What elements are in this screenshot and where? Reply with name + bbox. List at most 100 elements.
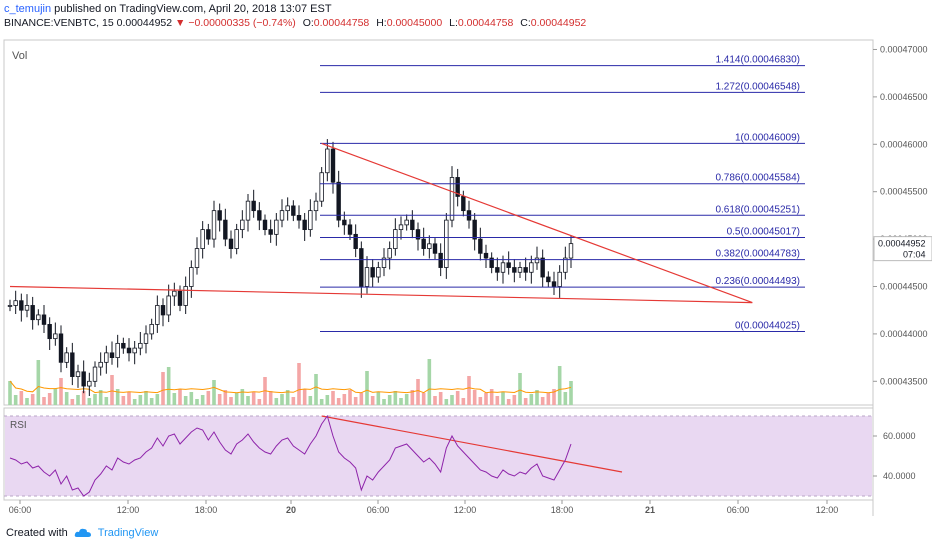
rsi-polyline (9, 414, 572, 497)
candle-body (398, 224, 404, 231)
volume-bar (217, 394, 222, 405)
created-with-text: Created with (6, 527, 68, 539)
time-tick-label: 18:00 (195, 505, 218, 515)
time-tick-label: 20 (286, 505, 296, 515)
candle-body (70, 352, 75, 377)
volume-bar (59, 378, 63, 405)
volume-bar (200, 395, 205, 405)
volume-bar (13, 395, 18, 405)
candle-body (517, 267, 523, 273)
volume-bar (240, 389, 245, 405)
volume-bar (36, 360, 41, 405)
rsi-band (4, 415, 873, 497)
rsi-band-fill (5, 416, 872, 496)
volume-ma-line (9, 380, 572, 394)
price-tick-label: 0.00046000 (880, 139, 928, 149)
volume-bar (484, 393, 488, 405)
volume-bar (529, 394, 534, 405)
volume-bar (370, 396, 375, 405)
open-label: O: (302, 17, 314, 29)
volume-bar (206, 391, 211, 405)
down-arrow-icon: ▼ (175, 17, 186, 29)
candle-body (410, 219, 415, 231)
candle-body (376, 267, 381, 278)
volume-bar (274, 398, 279, 405)
volume-bar (70, 399, 75, 405)
candle-body (359, 248, 364, 287)
volume-bar (121, 396, 126, 405)
high-label: H: (376, 17, 387, 29)
trend-lines[interactable] (9, 142, 753, 473)
candle-body (512, 267, 517, 273)
volume-bar (64, 392, 69, 405)
candle-body (325, 148, 330, 174)
candle-body (109, 352, 115, 358)
volume-bar (450, 395, 454, 405)
tradingview-logo-text[interactable]: TradingView (97, 527, 159, 539)
candle-body (342, 219, 347, 226)
candle-body (364, 267, 370, 287)
volume-bar (557, 366, 562, 405)
candle-body (546, 276, 551, 283)
price-tick-label: 0.00044000 (880, 329, 928, 339)
candle-body (438, 252, 443, 268)
volume-bar (285, 390, 290, 405)
fib-level-label: 0.786(0.00045584) (715, 173, 800, 184)
candle-body (64, 352, 69, 363)
volume-bar (98, 390, 103, 405)
volume-bar (467, 376, 471, 405)
volume-bar (110, 375, 114, 405)
volume-bar (331, 391, 335, 405)
volume-bar (93, 394, 97, 405)
time-tick-label: 06:00 (367, 505, 390, 515)
candle-body (472, 219, 477, 240)
candle-body (240, 219, 245, 231)
rsi-line (9, 414, 572, 497)
candle-body (24, 305, 30, 311)
candle-body (160, 305, 166, 316)
volume-bar (87, 398, 92, 405)
candle-body (483, 252, 489, 259)
volume-bar (234, 393, 239, 405)
axes: 0.00047000 0.00046500 0.00046000 0.00045500… (9, 44, 932, 515)
rsi-trend-line (321, 415, 623, 473)
candle-body (53, 333, 58, 340)
candle-body (347, 224, 353, 235)
volume-bar (518, 373, 522, 405)
volume-bar (399, 398, 403, 405)
volume-bar (166, 367, 171, 405)
price-tick-label: 0.00045500 (880, 187, 928, 197)
fib-retracement[interactable]: 1.414(0.00046830) 1.272(0.00046548) 1(0.00… (320, 55, 805, 333)
candle-body (444, 219, 449, 268)
footer: Created with TradingView (6, 527, 158, 539)
volume-bar (404, 394, 409, 405)
candle-body (381, 257, 387, 268)
candle-body (7, 305, 13, 307)
candle-body (149, 324, 154, 335)
volume-bar (444, 399, 449, 405)
author-link[interactable]: c_temujin (4, 3, 52, 15)
candle-body (104, 352, 109, 363)
price-tick-label: 0.00043500 (880, 376, 928, 386)
time-tick-label: 12:00 (117, 505, 140, 515)
volume-bar (115, 389, 120, 405)
candle-body (478, 238, 483, 254)
volume-bar (546, 393, 551, 405)
volume-bar (410, 390, 415, 405)
volume-bar (376, 392, 381, 405)
candle-body (245, 200, 251, 221)
volume-bar (138, 395, 143, 405)
fib-level-label: 0(0.00044025) (735, 321, 800, 332)
candle-body (557, 271, 562, 287)
candle-body (319, 172, 324, 202)
candle-body (189, 267, 194, 287)
volume-bar (25, 398, 29, 405)
volume-bar (291, 397, 296, 405)
candle-body (370, 267, 375, 278)
candle-body (228, 238, 234, 249)
volume-bar (438, 392, 443, 405)
volume-bar (427, 359, 432, 405)
volume-bar (569, 381, 573, 405)
time-tick-label: 06:00 (727, 505, 750, 515)
